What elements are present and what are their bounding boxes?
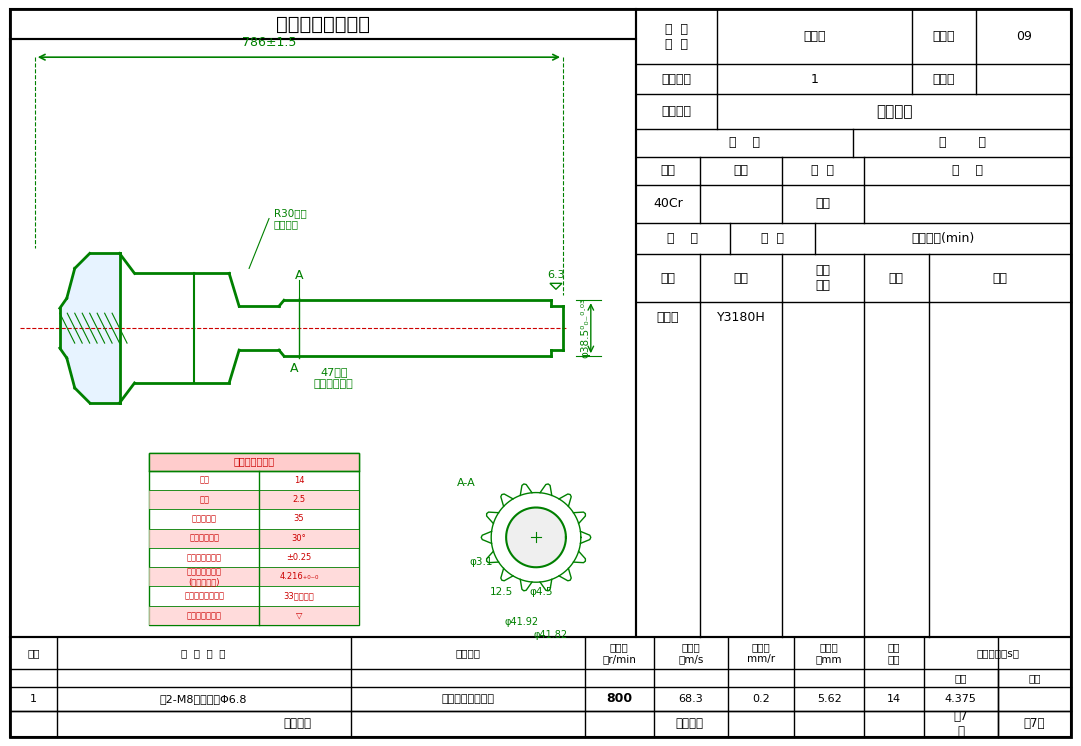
Text: 工序号: 工序号 xyxy=(933,31,956,43)
Text: 指导老师: 指导老师 xyxy=(676,717,704,730)
Text: 滚开齿跨齿交叉距: 滚开齿跨齿交叉距 xyxy=(184,592,224,601)
Text: 机动: 机动 xyxy=(955,673,967,683)
Text: 共7
页: 共7 页 xyxy=(953,709,967,738)
Text: R30最大
磨刀半径: R30最大 磨刀半径 xyxy=(273,208,307,229)
Text: 准终: 准终 xyxy=(889,272,904,285)
Text: 30°: 30° xyxy=(292,533,306,542)
Text: 2.5: 2.5 xyxy=(292,495,306,504)
Text: 分度圆直径: 分度圆直径 xyxy=(191,515,217,524)
Text: 硬度: 硬度 xyxy=(734,164,749,178)
Text: Y3180H: Y3180H xyxy=(717,310,765,324)
Text: 齿数: 齿数 xyxy=(199,476,210,485)
Polygon shape xyxy=(506,507,566,567)
Text: 工序工时(min): 工序工时(min) xyxy=(911,232,975,245)
Text: 基础圆弦齿距误: 基础圆弦齿距误 xyxy=(187,553,222,562)
Text: 牌号: 牌号 xyxy=(660,164,676,178)
Text: 滚花键: 滚花键 xyxy=(803,31,826,43)
Text: 型号: 型号 xyxy=(734,272,749,285)
Text: 0.2: 0.2 xyxy=(752,694,770,703)
Text: 12.5: 12.5 xyxy=(490,587,512,598)
Text: 毛        坯: 毛 坯 xyxy=(938,137,986,149)
Bar xyxy=(636,10,1071,637)
Text: 分度圆压力角: 分度圆压力角 xyxy=(189,533,219,542)
Text: 锻件: 锻件 xyxy=(815,197,830,210)
Text: 09: 09 xyxy=(1016,31,1031,43)
Text: 1: 1 xyxy=(30,694,37,703)
Text: 工步: 工步 xyxy=(27,648,40,658)
Text: 辅助: 辅助 xyxy=(1028,673,1041,683)
Text: 滚齿机: 滚齿机 xyxy=(657,310,679,324)
Text: 零件号: 零件号 xyxy=(933,72,956,86)
Text: A: A xyxy=(290,362,298,374)
Text: A-A: A-A xyxy=(457,477,476,488)
Text: 形  式: 形 式 xyxy=(812,164,835,178)
Text: 钻2-M8螺纹底孔Φ6.8: 钻2-M8螺纹底孔Φ6.8 xyxy=(160,694,248,703)
Bar xyxy=(149,453,359,625)
Text: 零件名称: 零件名称 xyxy=(662,105,692,118)
Bar xyxy=(149,567,359,586)
Text: 材    料: 材 料 xyxy=(729,137,760,149)
Bar xyxy=(10,40,636,637)
Text: 工步工时（s）: 工步工时（s） xyxy=(976,648,1019,658)
Text: 背吃刀
量mm: 背吃刀 量mm xyxy=(816,642,842,664)
Text: A: A xyxy=(295,269,303,282)
Bar xyxy=(149,490,359,510)
Text: 进给量
mm/r: 进给量 mm/r xyxy=(747,642,775,664)
Text: 切削速
度m/s: 切削速 度m/s xyxy=(678,642,704,664)
Text: 6.3: 6.3 xyxy=(547,270,564,280)
Text: φ38.5⁰₀₋⁰·⁰³: φ38.5⁰₀₋⁰·⁰³ xyxy=(580,298,591,358)
Text: 4.375: 4.375 xyxy=(945,694,977,703)
Bar xyxy=(10,637,1071,736)
Text: 5.62: 5.62 xyxy=(817,694,841,703)
Text: 40Cr: 40Cr xyxy=(653,197,683,210)
Text: 麻花钻、游标卡尺: 麻花钻、游标卡尺 xyxy=(441,694,494,703)
Text: 800: 800 xyxy=(606,692,632,705)
Text: 单件: 单件 xyxy=(992,272,1007,285)
Text: 零件数量: 零件数量 xyxy=(662,72,692,86)
Text: 汽车半轴: 汽车半轴 xyxy=(876,104,912,119)
Text: ±0.25: ±0.25 xyxy=(286,553,311,562)
Text: 设    备: 设 备 xyxy=(667,232,698,245)
Text: 专用
夹具: 专用 夹具 xyxy=(815,264,830,292)
Text: φ41.92: φ41.92 xyxy=(504,617,538,627)
Text: 14: 14 xyxy=(886,694,902,703)
Text: 1: 1 xyxy=(811,72,818,86)
Text: 第7页: 第7页 xyxy=(1024,717,1045,730)
Text: φ3.1: φ3.1 xyxy=(469,557,493,567)
Text: 68.3: 68.3 xyxy=(679,694,704,703)
Text: ▽: ▽ xyxy=(295,611,303,620)
Text: 名称: 名称 xyxy=(660,272,676,285)
Text: 工  序
名  称: 工 序 名 称 xyxy=(665,23,688,51)
Bar xyxy=(149,606,359,625)
Text: 33（最大）: 33（最大） xyxy=(283,592,315,601)
Text: 35: 35 xyxy=(294,515,304,524)
Bar xyxy=(10,10,636,40)
Text: 进给
次数: 进给 次数 xyxy=(888,642,900,664)
Text: 夹  具: 夹 具 xyxy=(761,232,784,245)
Text: φ4.5: φ4.5 xyxy=(530,587,552,598)
Bar xyxy=(149,453,359,471)
Text: 14: 14 xyxy=(294,476,304,485)
Bar xyxy=(149,529,359,548)
Text: 4.216₊₀₋₀: 4.216₊₀₋₀ xyxy=(279,572,319,581)
Text: 工  步  内  容: 工 步 内 容 xyxy=(182,648,226,658)
Text: φ41.82: φ41.82 xyxy=(534,630,568,640)
Text: 机械加工工序卡片: 机械加工工序卡片 xyxy=(276,15,370,34)
Text: 主轴转
速r/min: 主轴转 速r/min xyxy=(602,642,637,664)
Text: 滚开齿花键要素: 滚开齿花键要素 xyxy=(233,457,275,467)
Text: 分度圆上弦齿厚
(用齿轮卡尺): 分度圆上弦齿厚 (用齿轮卡尺) xyxy=(187,567,222,586)
Text: 重    量: 重 量 xyxy=(952,164,983,178)
Text: 工艺装备: 工艺装备 xyxy=(455,648,480,658)
Text: 设计者：: 设计者： xyxy=(283,717,311,730)
Text: 786±1.5: 786±1.5 xyxy=(242,37,296,49)
Text: 47最小
花键有效长度: 47最小 花键有效长度 xyxy=(313,367,353,389)
Text: 模数: 模数 xyxy=(199,495,210,504)
Text: 齿面表面粗糙度: 齿面表面粗糙度 xyxy=(187,611,222,620)
